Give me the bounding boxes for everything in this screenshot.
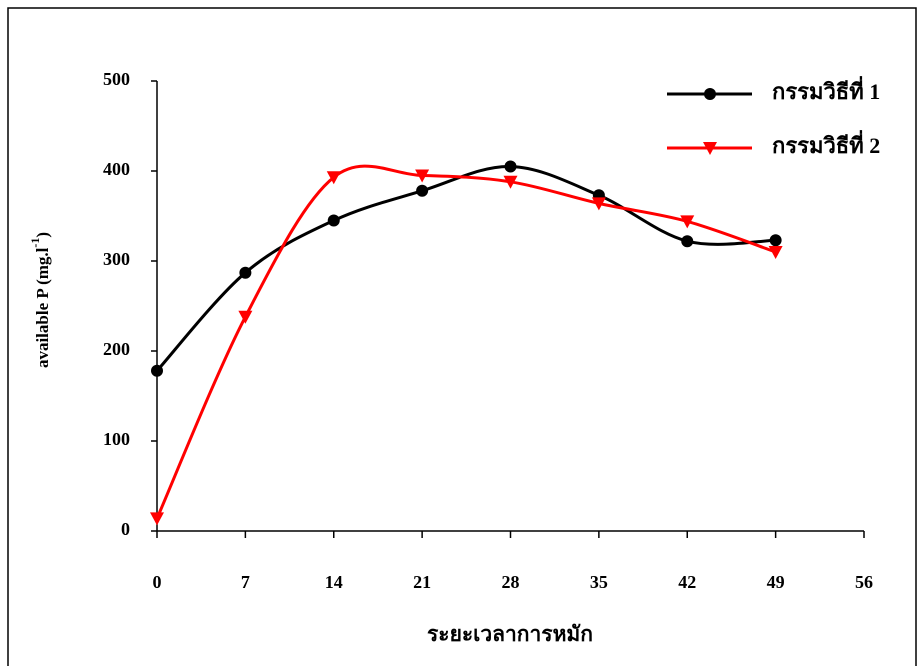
x-tick-label: 35 — [590, 572, 608, 592]
data-point — [327, 214, 340, 227]
data-point — [150, 512, 164, 526]
y-axis-label: available P (mg.l-1) — [28, 232, 52, 368]
legend-label: กรรมวิธีที่ 1 — [772, 75, 880, 104]
x-tick-label: 7 — [241, 572, 250, 592]
y-tick-label: 300 — [103, 249, 130, 269]
y-label-end: ) — [33, 232, 52, 238]
data-point — [504, 160, 517, 173]
x-tick-label: 42 — [678, 572, 696, 592]
data-point — [416, 184, 429, 197]
data-point — [681, 235, 694, 248]
x-tick-label: 28 — [502, 572, 520, 592]
data-point — [415, 169, 430, 183]
x-tick-label: 49 — [767, 572, 785, 592]
y-tick-label: 0 — [121, 519, 130, 539]
y-tick-label: 400 — [103, 159, 130, 179]
y-tick-label: 100 — [103, 429, 130, 449]
data-point — [680, 215, 695, 229]
legend-label: กรรมวิธีที่ 2 — [772, 129, 880, 158]
legend-marker — [704, 88, 716, 100]
x-tick-label: 0 — [153, 572, 162, 592]
data-point — [239, 266, 252, 279]
data-point — [769, 234, 782, 247]
y-tick-label: 200 — [103, 339, 130, 359]
x-axis-label: ระยะเวลาการหมัก — [427, 622, 593, 646]
series-line — [155, 164, 776, 372]
data-point — [151, 364, 163, 377]
y-label-text: available P (mg.l — [33, 247, 52, 368]
data-point — [503, 175, 518, 189]
y-tick-label: 500 — [103, 69, 130, 89]
data-point — [326, 171, 341, 185]
data-point — [591, 197, 606, 211]
x-tick-label: 14 — [325, 572, 343, 592]
data-point — [768, 246, 783, 259]
y-label-sup: -1 — [28, 238, 42, 248]
data-point — [238, 310, 253, 324]
legend-marker — [703, 142, 717, 155]
x-tick-label: 56 — [855, 572, 873, 592]
x-tick-label: 21 — [413, 572, 431, 592]
series-line — [155, 164, 777, 520]
frame — [7, 7, 917, 666]
